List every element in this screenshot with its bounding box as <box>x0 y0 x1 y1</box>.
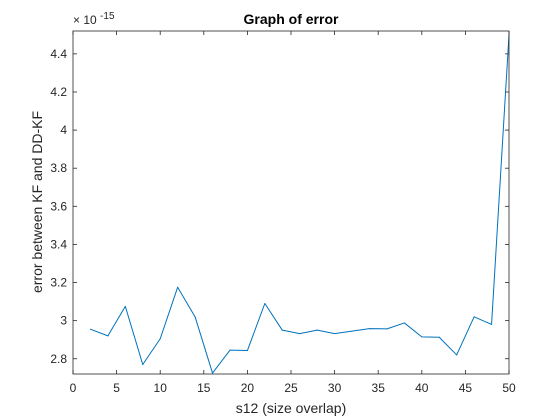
x-tick-labels: 0 5 10 15 20 25 30 35 40 45 50 <box>70 381 516 395</box>
data-point <box>246 350 248 352</box>
data-point <box>368 328 370 330</box>
y-tick-label: 3.6 <box>50 199 67 213</box>
data-point <box>421 336 423 338</box>
y-tick-label: 3 <box>60 314 67 328</box>
data-point <box>334 333 336 335</box>
data-point <box>438 336 440 338</box>
data-point <box>281 329 283 331</box>
y-tick-label: 4.4 <box>50 47 67 61</box>
y-tick-label: 3.4 <box>50 237 67 251</box>
series-layer <box>89 34 510 374</box>
x-tick-label: 5 <box>113 381 120 395</box>
axes-box <box>72 30 510 375</box>
y-exponent-base: × 10 <box>73 13 97 27</box>
data-point <box>299 333 301 335</box>
x-axis-label: s12 (size overlap) <box>236 400 347 416</box>
x-tick-label: 45 <box>459 381 473 395</box>
y-tick-label: 3.2 <box>50 276 67 290</box>
data-point <box>386 328 388 330</box>
data-point <box>403 322 405 324</box>
data-point <box>456 354 458 356</box>
x-tick-label: 50 <box>502 381 516 395</box>
data-point <box>229 349 231 351</box>
y-axis-label: error between KF and DD-KF <box>29 111 45 293</box>
y-exponent-power: -15 <box>100 11 115 22</box>
y-tick-label: 4.2 <box>50 85 67 99</box>
data-point <box>351 330 353 332</box>
y-tick-labels: 2.8 3 3.2 3.4 3.6 3.8 4 4.2 4.4 <box>50 47 67 366</box>
data-point <box>316 329 318 331</box>
data-point <box>194 316 196 318</box>
x-tick-label: 0 <box>70 381 77 395</box>
y-tick-label: 3.8 <box>50 161 67 175</box>
data-point <box>473 316 475 318</box>
x-tick-label: 20 <box>241 381 255 395</box>
x-tick-label: 15 <box>197 381 211 395</box>
data-point <box>124 305 126 307</box>
x-tick-label: 40 <box>415 381 429 395</box>
x-tick-label: 30 <box>328 381 342 395</box>
data-point <box>491 323 493 325</box>
x-tick-label: 25 <box>284 381 298 395</box>
data-point <box>159 338 161 340</box>
plot-area <box>73 31 509 374</box>
data-point <box>107 335 109 337</box>
x-tick-label: 10 <box>154 381 168 395</box>
x-tick-label: 35 <box>372 381 386 395</box>
data-point <box>89 328 91 330</box>
data-point <box>212 372 214 374</box>
data-point <box>264 302 266 304</box>
y-tick-label: 2.8 <box>50 352 67 366</box>
data-point <box>142 363 144 365</box>
y-tick-label: 4 <box>60 123 67 137</box>
y-axis-exponent-label: × 10 -15 <box>73 11 115 27</box>
data-point <box>177 286 179 288</box>
chart-title: Graph of error <box>244 11 339 27</box>
